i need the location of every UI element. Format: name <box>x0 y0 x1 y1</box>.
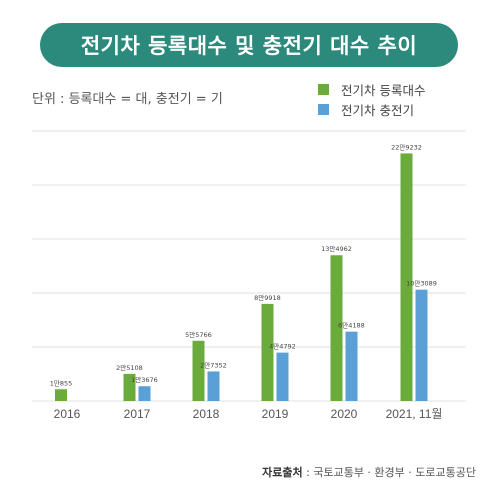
bar-registrations <box>400 153 413 401</box>
bar-chargers <box>415 289 428 401</box>
bar-chargers <box>207 371 220 401</box>
data-label: 13만4962 <box>321 244 352 253</box>
legend-label-registrations: 전기차 등록대수 <box>341 83 426 98</box>
legend-item-registrations: 전기차 등록대수 <box>318 80 425 99</box>
bar-registrations <box>123 373 136 401</box>
x-tick-label: 2021, 11월 <box>386 407 443 421</box>
x-tick-label: 2016 <box>54 407 81 421</box>
x-tick-label: 2019 <box>262 407 289 421</box>
data-label: 1만855 <box>50 378 73 387</box>
legend-swatch-chargers <box>318 104 329 115</box>
data-label: 5만5766 <box>185 330 212 339</box>
source-label: 자료출처 <box>262 466 303 479</box>
data-label: 1만3676 <box>131 375 158 384</box>
x-tick-label: 2018 <box>193 407 220 421</box>
data-label: 2만5108 <box>116 363 143 372</box>
bar-chargers <box>138 386 151 401</box>
source-note: 자료출처 : 국토교통부 · 환경부 · 도로교통공단 <box>262 464 476 480</box>
source-text: : 국토교통부 · 환경부 · 도로교통공단 <box>302 466 476 479</box>
data-label: 10만3089 <box>406 279 437 288</box>
bar-chargers <box>276 352 289 401</box>
legend-item-chargers: 전기차 충전기 <box>318 100 414 119</box>
unit-note: 단위 : 등록대수 = 대, 충전기 = 기 <box>32 92 223 107</box>
chart-title: 전기차 등록대수 및 충전기 대수 추이 <box>80 34 418 58</box>
bar-registrations <box>55 389 67 401</box>
bar-registrations <box>330 255 343 401</box>
data-label: 22만9232 <box>391 142 422 151</box>
bar-registrations <box>192 340 205 401</box>
title-banner: 전기차 등록대수 및 충전기 대수 추이 <box>40 23 458 67</box>
data-label: 4만4792 <box>269 342 296 351</box>
data-label: 2만7352 <box>200 360 227 369</box>
x-tick-label: 2020 <box>331 407 358 421</box>
legend-label-chargers: 전기차 충전기 <box>341 103 414 118</box>
data-label: 6만4188 <box>338 321 365 330</box>
data-label: 8만9918 <box>254 293 281 302</box>
bar-registrations <box>261 303 274 401</box>
x-tick-label: 2017 <box>124 407 151 421</box>
bar-chargers <box>345 331 358 401</box>
legend-swatch-registrations <box>318 84 329 95</box>
